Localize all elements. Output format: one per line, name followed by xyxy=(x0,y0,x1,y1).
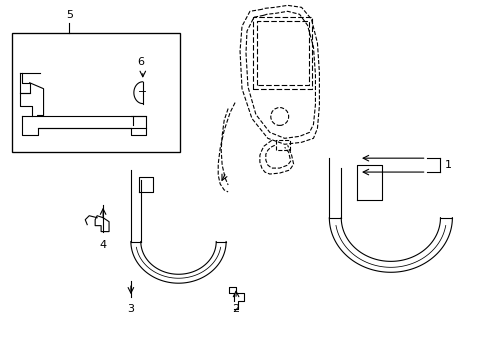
Text: 1: 1 xyxy=(444,160,450,170)
Text: 3: 3 xyxy=(127,304,134,314)
Text: 6: 6 xyxy=(137,57,144,67)
Bar xyxy=(12,33,180,152)
Text: 2: 2 xyxy=(232,304,239,314)
Text: 4: 4 xyxy=(100,239,106,249)
Text: 5: 5 xyxy=(66,10,73,20)
